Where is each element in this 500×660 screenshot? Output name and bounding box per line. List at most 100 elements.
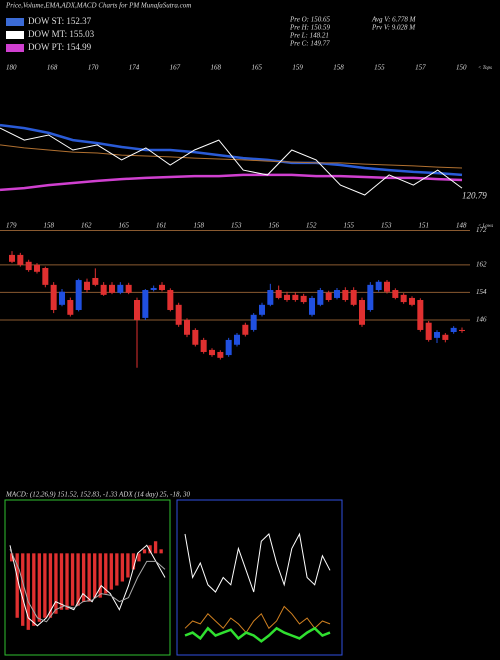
- candle-body: [175, 304, 182, 325]
- side-label: < Lows: [478, 224, 493, 229]
- legend-swatch: [6, 31, 24, 39]
- price-label: 148: [456, 222, 467, 230]
- candle-body: [334, 290, 340, 298]
- histogram-bar: [54, 553, 58, 614]
- candle-body: [284, 294, 290, 301]
- candle-body: [100, 284, 107, 295]
- side-label: < Tops: [478, 66, 492, 71]
- candle-body: [434, 332, 440, 338]
- histogram-bar: [21, 553, 25, 626]
- price-label: 153: [381, 222, 392, 230]
- histogram-bar: [15, 553, 19, 618]
- stat-label: Pre L: 148.21: [289, 32, 329, 40]
- candle-body: [250, 314, 257, 330]
- candle-body: [150, 287, 157, 291]
- candle-body: [375, 281, 382, 291]
- candle-body: [25, 261, 32, 271]
- candle-body: [50, 284, 57, 310]
- macd-line: [9, 544, 166, 627]
- candle-body: [234, 334, 240, 345]
- candle-body: [300, 295, 307, 303]
- adx-line: [184, 605, 331, 634]
- candle-body: [9, 254, 15, 262]
- price-label: 153: [231, 222, 242, 230]
- adx-line: [184, 532, 331, 593]
- stat-label: Prv V: 9.028 M: [371, 24, 416, 32]
- candle-body: [217, 351, 224, 358]
- price-label: 168: [47, 64, 58, 72]
- histogram-bar: [131, 553, 136, 570]
- histogram-bar: [159, 549, 163, 554]
- price-label: 165: [251, 64, 262, 72]
- price-label: 157: [415, 64, 426, 72]
- candle-body: [417, 300, 424, 330]
- histogram-bar: [76, 553, 80, 606]
- price-label: 151: [419, 222, 430, 230]
- price-label: 155: [344, 222, 355, 230]
- candle-body: [350, 290, 357, 305]
- histogram-bar: [87, 553, 91, 602]
- histogram-bar: [120, 553, 125, 582]
- price-label: 168: [211, 64, 222, 72]
- histogram-bar: [48, 553, 53, 618]
- level-label: 162: [476, 261, 487, 269]
- candle-body: [242, 324, 249, 335]
- histogram-bar: [81, 553, 86, 602]
- price-label: 158: [44, 222, 55, 230]
- candle-body: [67, 300, 74, 315]
- last-value-label: 120.79: [462, 191, 487, 201]
- histogram-bar: [109, 553, 113, 590]
- histogram-bar: [26, 553, 30, 630]
- legend-swatch: [6, 44, 24, 52]
- chart-title: Price,Volume,EMA,ADX,MACD Charts for PM …: [5, 2, 191, 10]
- price-label: 167: [170, 64, 181, 72]
- histogram-bar: [32, 553, 36, 626]
- histogram-bar: [142, 549, 147, 554]
- candle-body: [325, 292, 332, 301]
- candle-body: [184, 319, 190, 335]
- price-label: 158: [333, 64, 344, 72]
- histogram-bar: [59, 553, 64, 610]
- price-label: 161: [156, 222, 167, 230]
- price-label: 150: [456, 64, 467, 72]
- candle-body: [59, 291, 65, 305]
- candle-body: [384, 281, 390, 292]
- stat-label: Avg V: 6.778 M: [371, 16, 417, 24]
- indicator-line: [0, 127, 463, 196]
- macd-line: [9, 549, 166, 623]
- price-label: 152: [306, 222, 317, 230]
- candle-body: [117, 284, 124, 293]
- candle-body: [42, 268, 49, 285]
- stat-label: Pre C: 149.77: [289, 40, 330, 48]
- price-label: 180: [6, 64, 17, 72]
- candle-body: [450, 327, 457, 333]
- histogram-bar: [43, 553, 47, 618]
- candle-body: [342, 290, 349, 301]
- histogram-bar: [104, 553, 108, 594]
- legend-label: DOW MT: 155.03: [28, 29, 95, 39]
- price-label: 158: [194, 222, 205, 230]
- candle-body: [459, 329, 465, 331]
- stat-label: Pre O: 150.65: [289, 16, 330, 24]
- indicator-line: [0, 144, 463, 169]
- price-label: 170: [88, 64, 99, 72]
- legend-label: DOW ST: 152.37: [28, 16, 92, 26]
- candle-body: [209, 349, 215, 356]
- legend-swatch: [6, 18, 24, 26]
- candle-body: [109, 284, 115, 293]
- histogram-bar: [153, 541, 158, 554]
- level-label: 172: [476, 226, 487, 234]
- candle-body: [75, 280, 82, 310]
- stat-label: Pre H: 150.59: [289, 24, 330, 32]
- candle-body: [134, 300, 140, 320]
- candle-body: [275, 290, 282, 298]
- histogram-bar: [126, 553, 130, 578]
- level-label: 154: [476, 288, 487, 296]
- candle-body: [92, 277, 99, 285]
- candle-body: [125, 284, 132, 293]
- candle-body: [409, 297, 415, 305]
- level-label: 146: [476, 316, 487, 324]
- candle-body: [392, 290, 399, 298]
- candle-body: [425, 322, 432, 340]
